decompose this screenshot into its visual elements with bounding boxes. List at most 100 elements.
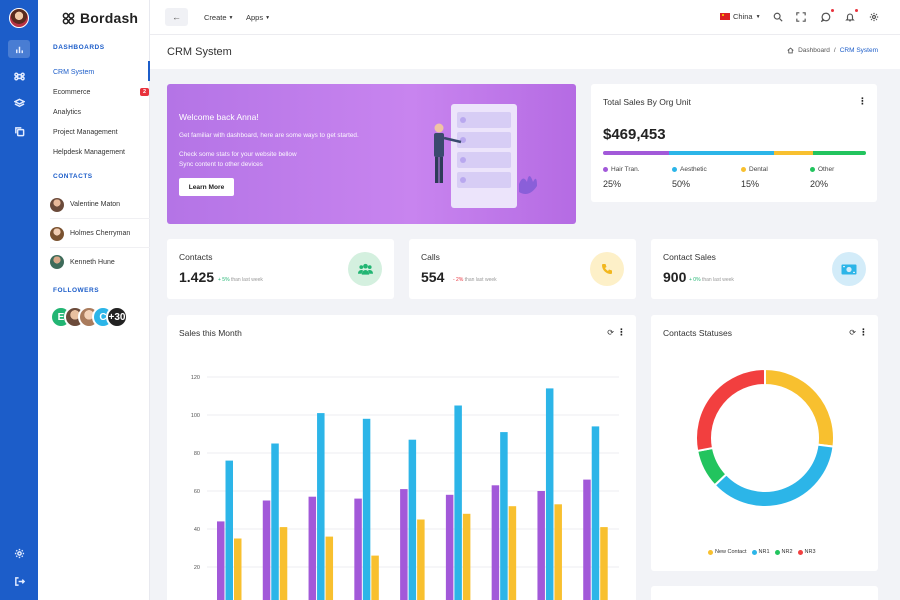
legend-label: NR3	[804, 549, 816, 555]
back-button[interactable]: ←	[165, 8, 188, 26]
bar[interactable]	[462, 513, 471, 600]
brand-logo-icon	[62, 12, 75, 24]
bar[interactable]	[545, 388, 554, 600]
bar[interactable]	[325, 536, 334, 600]
legend-item: Hair Tran. 25%	[603, 166, 640, 189]
bell-icon[interactable]	[844, 9, 858, 23]
bar[interactable]	[400, 489, 408, 600]
bar[interactable]	[271, 443, 279, 600]
sidebar-item-analytics[interactable]: Analytics	[53, 105, 150, 119]
followers-group[interactable]: E C +30	[50, 306, 128, 328]
contact-item[interactable]: Holmes Cherryman	[50, 220, 150, 248]
brand[interactable]: Bordash	[62, 10, 138, 26]
bar[interactable]	[371, 555, 379, 600]
sidebar: DASHBOARDS CRM System Ecommerce 2 Analyti…	[38, 0, 150, 600]
bar[interactable]	[445, 494, 454, 600]
y-tick-label: 20	[194, 565, 200, 571]
donut-legend: New Contact NR1 NR2 NR3	[708, 549, 816, 555]
dashboard-icon[interactable]	[8, 40, 30, 58]
bar[interactable]	[225, 460, 234, 600]
contact-item[interactable]: Kenneth Hune	[50, 248, 150, 276]
ecommerce-badge: 2	[140, 88, 150, 96]
more-options-icon[interactable]: ⋮	[858, 96, 867, 106]
sales-distribution-bar	[603, 151, 866, 155]
chat-icon[interactable]	[820, 9, 834, 23]
sidebar-item-label: Helpdesk Management	[53, 148, 125, 156]
more-options-icon[interactable]: ⋮	[617, 327, 626, 337]
y-tick-label: 40	[194, 527, 200, 533]
legend-dot	[741, 167, 746, 172]
settings-icon[interactable]	[8, 544, 30, 562]
apps-menu[interactable]: Apps ▼	[246, 13, 270, 22]
more-options-icon[interactable]: ⋮	[859, 327, 868, 337]
topbar: ← Create ▼ Apps ▼ China ▼	[150, 0, 900, 35]
legend-item: NR2	[774, 549, 793, 555]
sidebar-item-helpdesk-management[interactable]: Helpdesk Management	[53, 145, 150, 159]
caret-down-icon: ▼	[228, 14, 234, 21]
sidebar-item-crm-system[interactable]: CRM System	[53, 61, 150, 81]
copy-icon[interactable]	[8, 122, 30, 140]
caret-down-icon: ▼	[755, 13, 761, 20]
china-flag-icon	[720, 13, 730, 20]
command-icon[interactable]	[8, 67, 30, 85]
bar[interactable]	[217, 521, 225, 600]
bar[interactable]	[500, 432, 508, 600]
gear-icon[interactable]	[868, 11, 880, 23]
section-dashboards: DASHBOARDS	[53, 44, 105, 51]
donut-slice[interactable]	[695, 367, 766, 453]
language-selector[interactable]: China ▼	[720, 12, 761, 21]
stat-title: Contacts	[179, 252, 213, 262]
learn-more-button[interactable]: Learn More	[179, 178, 234, 196]
bar[interactable]	[508, 506, 517, 600]
legend-item: Other 20%	[810, 166, 834, 189]
trend-suffix: than last week	[701, 277, 734, 283]
bar[interactable]	[554, 504, 562, 600]
bar[interactable]	[591, 426, 600, 600]
refresh-icon[interactable]: ⟳	[849, 328, 856, 337]
legend-label: Other	[818, 166, 835, 173]
create-menu[interactable]: Create ▼	[204, 13, 233, 22]
apps-menu-label: Apps	[246, 13, 264, 22]
bar[interactable]	[491, 485, 500, 600]
bar[interactable]	[308, 496, 317, 600]
refresh-icon[interactable]: ⟳	[607, 328, 614, 337]
sales-segment	[773, 151, 814, 155]
legend-dot	[797, 549, 803, 555]
bar[interactable]	[408, 439, 417, 600]
user-avatar[interactable]	[9, 8, 29, 28]
bar[interactable]	[454, 405, 462, 600]
bar[interactable]	[262, 500, 271, 600]
contact-name: Valentine Maton	[70, 201, 121, 208]
bar[interactable]	[537, 491, 545, 600]
sidebar-item-ecommerce[interactable]: Ecommerce 2	[53, 85, 150, 99]
donut-slice[interactable]	[764, 367, 835, 448]
card-title: Total Sales By Org Unit	[603, 97, 691, 107]
donut-slice[interactable]	[696, 446, 728, 487]
phone-icon	[590, 252, 624, 286]
arrow-left-icon: ←	[172, 12, 181, 22]
bar[interactable]	[317, 413, 325, 600]
breadcrumb-dashboard-link[interactable]: Dashboard	[798, 47, 830, 54]
bar[interactable]	[600, 527, 608, 600]
bar[interactable]	[354, 498, 362, 600]
bar[interactable]	[417, 519, 425, 600]
home-icon[interactable]	[787, 47, 794, 54]
donut-slice[interactable]	[713, 443, 835, 508]
contacts-stat-card: Contacts 1.425 + 5% than last week	[167, 239, 394, 299]
layers-icon[interactable]	[8, 94, 30, 112]
bar[interactable]	[234, 538, 242, 600]
fullscreen-icon[interactable]	[795, 11, 807, 23]
legend-label: Hair Tran.	[611, 166, 640, 173]
bar[interactable]	[279, 527, 288, 600]
search-icon[interactable]	[772, 11, 784, 23]
sidebar-item-label: Project Management	[53, 128, 118, 136]
icon-rail	[0, 0, 38, 600]
trend-suffix: than last week	[230, 277, 263, 283]
legend-item: New Contact	[708, 549, 747, 555]
sidebar-item-project-management[interactable]: Project Management	[53, 125, 150, 139]
contact-item[interactable]: Valentine Maton	[50, 191, 150, 219]
bar[interactable]	[583, 479, 591, 600]
legend-dot	[774, 549, 780, 555]
logout-icon[interactable]	[8, 572, 30, 590]
bar[interactable]	[362, 418, 371, 600]
